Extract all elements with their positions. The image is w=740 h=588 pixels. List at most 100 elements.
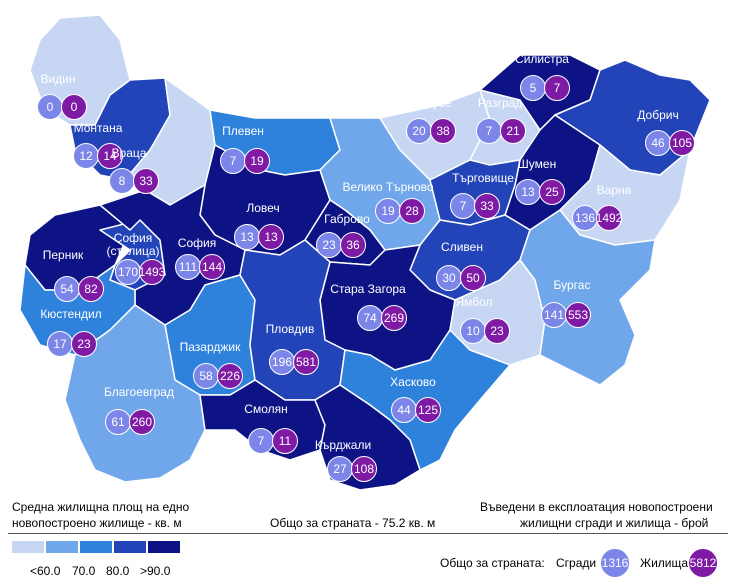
region-name-label: Ловеч (246, 201, 280, 215)
buildings-badge: 111 (175, 254, 201, 280)
legend-label-70: 70.0 (72, 564, 96, 578)
region-name-label: Силистра (515, 52, 569, 66)
dwellings-badge: 144 (199, 254, 225, 280)
region-name-label: София (177, 236, 217, 250)
buildings-badge: 10 (460, 318, 486, 344)
dwellings-badge: 82 (78, 276, 104, 302)
dwellings-label: Жилища (640, 556, 689, 570)
region-name-label: Перник (42, 248, 84, 262)
dwellings-badge: 581 (293, 349, 319, 375)
dwellings-badge: 36 (340, 232, 366, 258)
counts-title-line2: жилищни сгради и жилища - брой (520, 516, 709, 530)
buildings-badge: 61 (105, 409, 131, 435)
buildings-badge: 136 (572, 205, 598, 231)
region-name-label: Търговище (452, 171, 514, 185)
buildings-badge: 13 (515, 179, 541, 205)
region-badges: 13 25 (515, 179, 565, 205)
region-name-label: Монтана (73, 121, 123, 135)
dwellings-badge: 50 (460, 265, 486, 291)
region-badges: 54 82 (54, 276, 104, 302)
buildings-label: Сгради (556, 556, 597, 570)
region-name-label: Пазарджик (179, 340, 241, 354)
dwellings-badge: 25 (539, 179, 565, 205)
region-badges: 7 21 (476, 118, 526, 144)
dwellings-badge: 260 (129, 409, 155, 435)
region-badges: 136 1492 (572, 205, 622, 231)
region-name-label: Велико Търново (342, 180, 434, 194)
dwellings-badge: 11 (272, 428, 298, 454)
dwellings-badge: 0 (61, 94, 87, 120)
dwellings-badge: 23 (484, 318, 510, 344)
bulgaria-map (19, 14, 711, 490)
counts-title-line1: Въведени в експлоатация новопостроени (480, 500, 713, 514)
region-name-label: Благоевград (104, 385, 174, 399)
country-average: Общо за страната - 75.2 кв. м (270, 516, 436, 530)
region-badges: 46 105 (645, 130, 695, 156)
region-name-label: Добрич (637, 108, 679, 122)
region-badges: 13 13 (234, 224, 284, 250)
buildings-badge: 17 (47, 331, 73, 357)
dwellings-badge: 269 (381, 305, 407, 331)
dwellings-badge: 28 (399, 198, 425, 224)
region-blagoevgrad[interactable] (64, 304, 206, 483)
buildings-badge: 46 (645, 130, 671, 156)
region-name-label: Русе (424, 96, 452, 110)
region-name-label: Варна (596, 183, 632, 197)
dwellings-badge: 21 (500, 118, 526, 144)
region-badges: 8 33 (109, 168, 159, 194)
region-name-label: Бургас (553, 278, 591, 292)
region-badges: 111 144 (175, 254, 225, 280)
region-badges: 141 553 (541, 302, 591, 328)
legend-swatch-60-70 (46, 541, 78, 553)
buildings-total-badge: 1316 (600, 548, 630, 578)
region-burgas[interactable] (519, 209, 656, 386)
region-badges: 19 28 (375, 198, 425, 224)
buildings-badge: 7 (476, 118, 502, 144)
buildings-badge: 0 (37, 94, 63, 120)
dwellings-badge: 33 (474, 193, 500, 219)
dwellings-badge: 226 (217, 363, 243, 389)
dwellings-badge: 19 (244, 148, 270, 174)
region-name-label: Габрово (324, 212, 370, 226)
total-label: Общо за страната: (440, 556, 545, 570)
legend-label-lt60: <60.0 (30, 564, 61, 578)
region-badges: 170 1493 (115, 259, 165, 285)
dwellings-badge: 7 (544, 75, 570, 101)
region-badges: 7 33 (450, 193, 500, 219)
buildings-badge: 170 (115, 259, 141, 285)
buildings-badge: 19 (375, 198, 401, 224)
region-badges: 20 38 (406, 118, 456, 144)
region-badges: 58 226 (193, 363, 243, 389)
region-badges: 7 19 (220, 148, 270, 174)
buildings-badge: 12 (73, 143, 99, 169)
dwellings-badge: 108 (351, 456, 377, 482)
buildings-badge: 27 (327, 456, 353, 482)
buildings-badge: 44 (391, 397, 417, 423)
dwellings-badge: 125 (415, 397, 441, 423)
region-name-label: Видин (40, 72, 76, 86)
region-name-label: Враца (111, 146, 147, 160)
buildings-badge: 20 (406, 118, 432, 144)
region-badges: 27 108 (327, 456, 377, 482)
region-name-label: София (столица) (106, 231, 160, 258)
region-badges: 10 23 (460, 318, 510, 344)
legend-title-line1: Средна жилищна площ на едно (12, 500, 190, 514)
buildings-badge: 30 (436, 265, 462, 291)
region-name-label: Хасково (390, 375, 436, 389)
dwellings-badge: 1493 (139, 259, 165, 285)
buildings-badge: 7 (220, 148, 246, 174)
buildings-badge: 54 (54, 276, 80, 302)
buildings-badge: 141 (541, 302, 567, 328)
region-badges: 17 23 (47, 331, 97, 357)
legend-swatch-lt60 (12, 541, 44, 553)
region-name-label: Смолян (244, 402, 288, 416)
region-name-label: Кърджали (314, 438, 372, 452)
legend-swatch-70-80 (80, 541, 112, 553)
buildings-badge: 74 (357, 305, 383, 331)
dwellings-badge: 38 (430, 118, 456, 144)
legend-title-line2: новопостроено жилище - кв. м (12, 516, 182, 530)
legend-label-80: 80.0 (106, 564, 130, 578)
region-name-label: Плевен (222, 124, 264, 138)
region-name-label: Шумен (517, 157, 557, 171)
